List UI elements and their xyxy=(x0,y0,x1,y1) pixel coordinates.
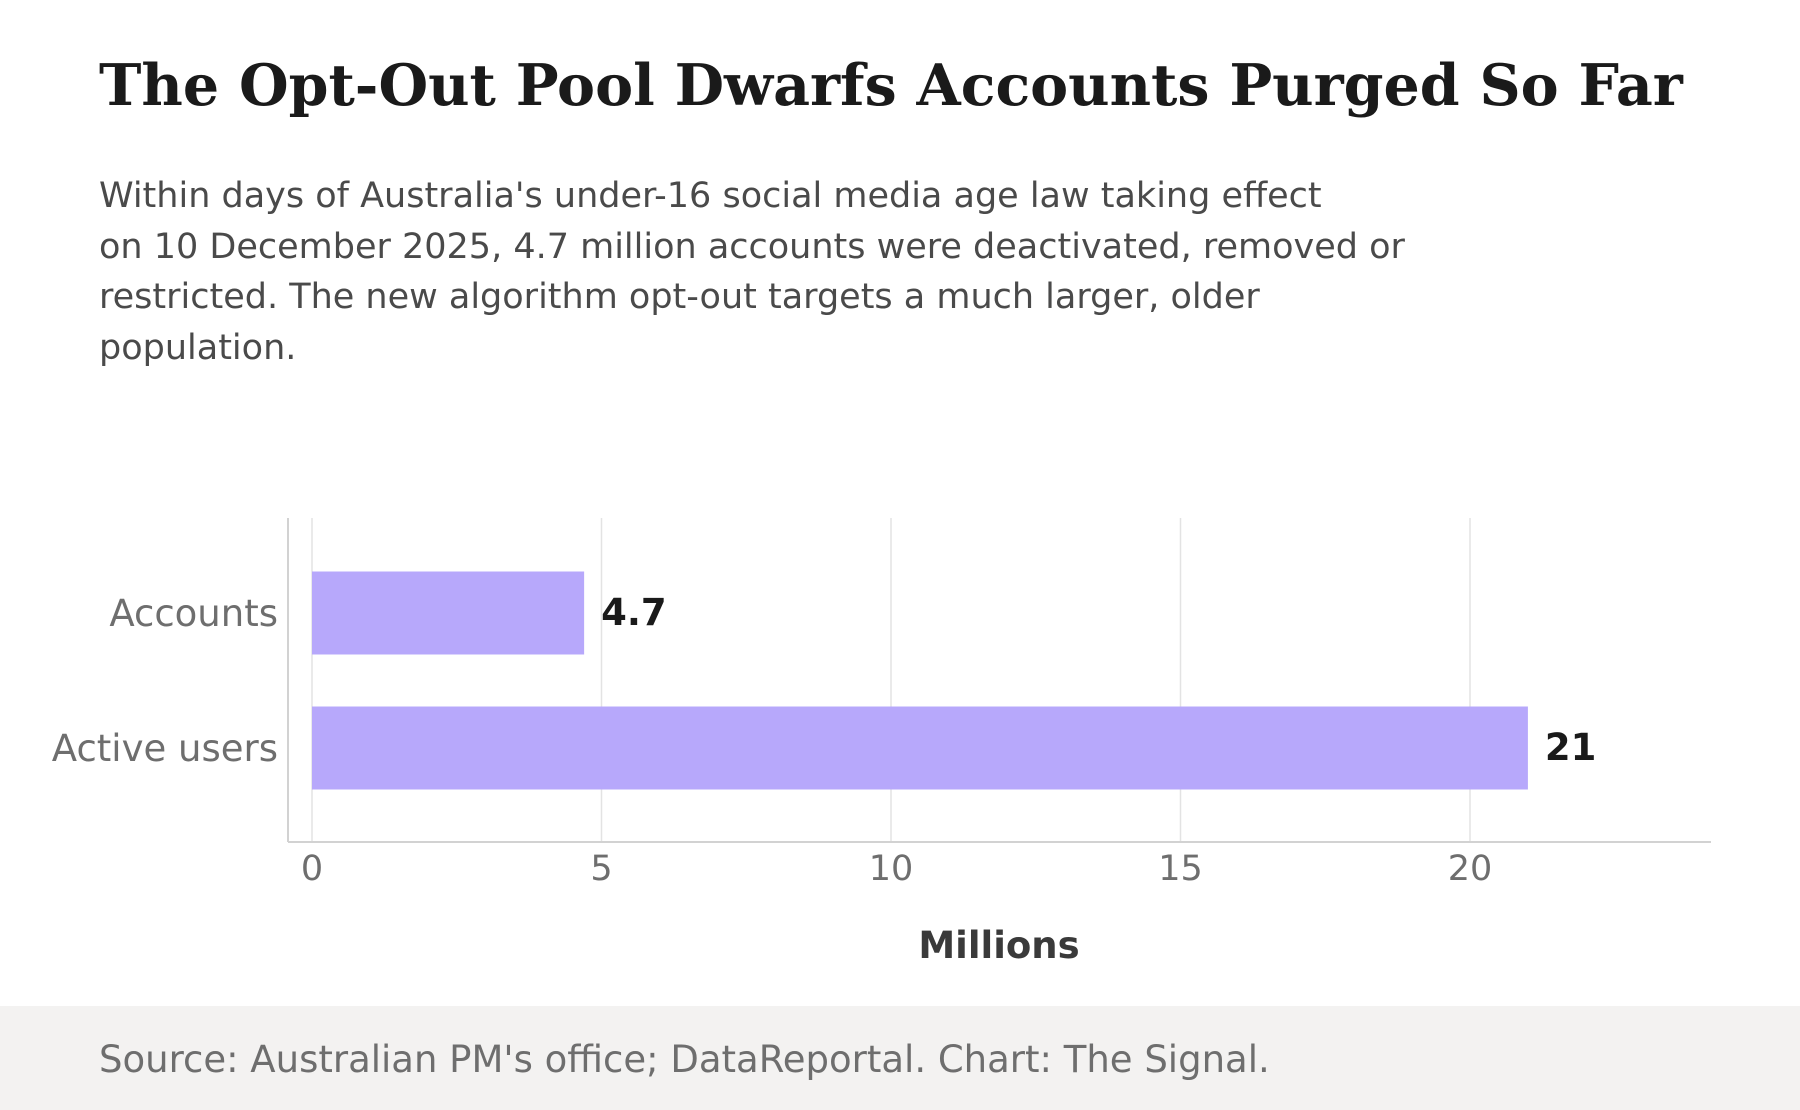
chart-title: The Opt-Out Pool Dwarfs Accounts Purged … xyxy=(99,52,1683,119)
subtitle-line: on 10 December 2025, 4.7 million account… xyxy=(99,226,1405,267)
source-note: Source: Australian PM's office; DataRepo… xyxy=(99,1038,1270,1081)
bar xyxy=(312,571,585,655)
x-tick-label: 5 xyxy=(590,849,612,889)
bars xyxy=(312,571,1528,790)
x-tick-label: 0 xyxy=(301,849,323,889)
gridlines xyxy=(311,518,1471,842)
axes xyxy=(287,518,1711,843)
bar-chart: 4.7 Accounts 21 Active users 0 5 10 15 20 Million… xyxy=(52,518,1711,967)
category-label: Accounts xyxy=(109,592,278,635)
labels: 4.7 Accounts 21 Active users 0 5 10 15 20 Million… xyxy=(52,591,1597,967)
x-tick-label: 20 xyxy=(1448,849,1493,889)
bar-value-label: 21 xyxy=(1545,726,1597,769)
subtitle-line: population. xyxy=(99,327,297,368)
bar xyxy=(312,706,1528,790)
subtitle-line: restricted. The new algorithm opt-out ta… xyxy=(99,277,1260,317)
category-label: Active users xyxy=(52,727,278,770)
x-tick-label: 10 xyxy=(869,849,914,889)
x-tick-label: 15 xyxy=(1158,849,1203,889)
footer: Source: Australian PM's office; DataRepo… xyxy=(0,1006,1800,1110)
chart-subtitle: Within days of Australia's under-16 soci… xyxy=(99,171,1499,373)
x-axis-label: Millions xyxy=(918,924,1079,967)
bar-value-label: 4.7 xyxy=(601,591,667,634)
subtitle-line: Within days of Australia's under-16 soci… xyxy=(99,176,1322,216)
